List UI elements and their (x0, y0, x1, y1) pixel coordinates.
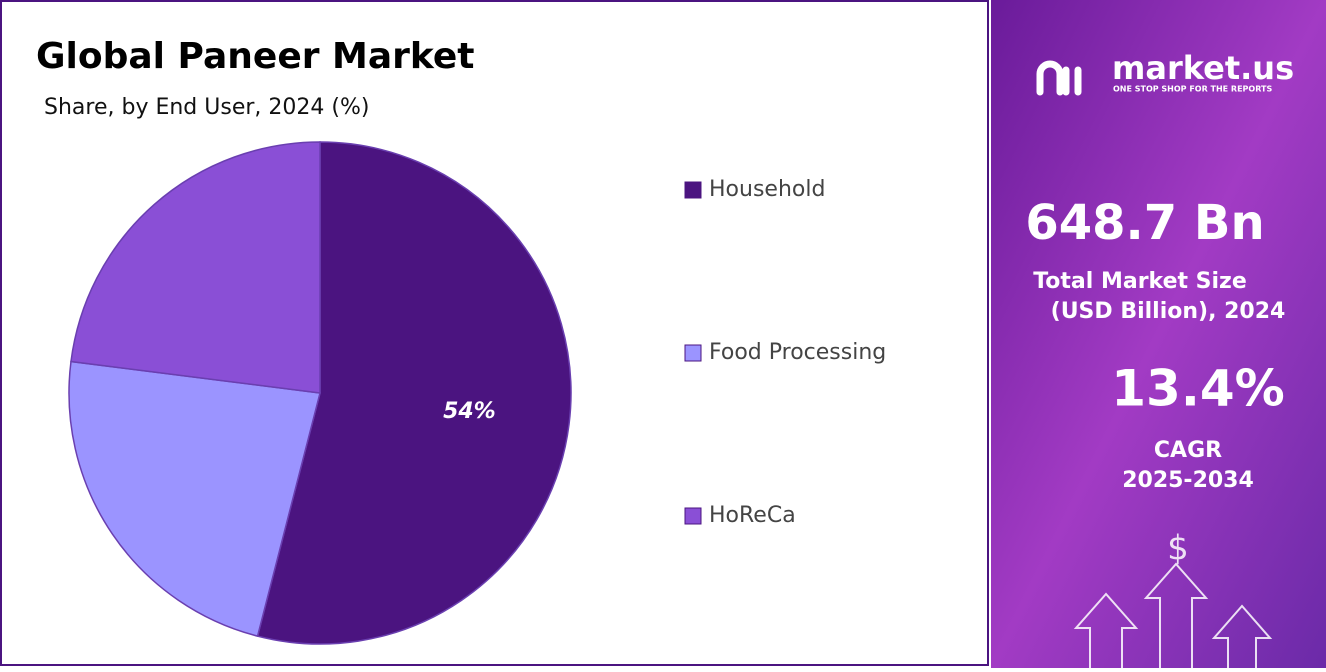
pie: 54% (68, 141, 572, 645)
tagline: ONE STOP SHOP FOR THE REPORTS (1113, 85, 1272, 94)
data-label: 54% (443, 399, 496, 424)
legend-label: Food Processing (709, 340, 886, 365)
legend-swatch (684, 507, 702, 525)
market-size-label: Total Market Size (1033, 269, 1247, 294)
legend: Household Food Processing HoReCa (684, 177, 886, 528)
market-size: 648.7 Bn (1025, 195, 1264, 251)
info-panel (991, 0, 1326, 668)
brand: market.us (1112, 49, 1294, 87)
legend-label: HoReCa (709, 503, 796, 528)
legend-swatch (684, 344, 702, 362)
cagr-value: 13.4% (1111, 360, 1284, 418)
logo: market.us ONE STOP SHOP FOR THE REPORTS (1036, 49, 1294, 96)
logo-mark (1036, 60, 1082, 96)
market-size-label: (USD Billion), 2024 (1051, 299, 1286, 324)
chart-subtitle: Share, by End User, 2024 (%) (44, 95, 369, 120)
pie-slice (68, 360, 321, 638)
svg-text:$: $ (1167, 529, 1189, 569)
arrows-decoration: $ (1073, 529, 1273, 668)
pie-slice (70, 141, 321, 394)
cagr-label: CAGR (1154, 438, 1222, 463)
cagr-period: 2025-2034 (1122, 468, 1254, 493)
legend-swatch (684, 181, 702, 199)
legend-label: Household (709, 177, 825, 202)
chart-title: Global Paneer Market (36, 36, 475, 77)
pie-slice (256, 141, 572, 645)
